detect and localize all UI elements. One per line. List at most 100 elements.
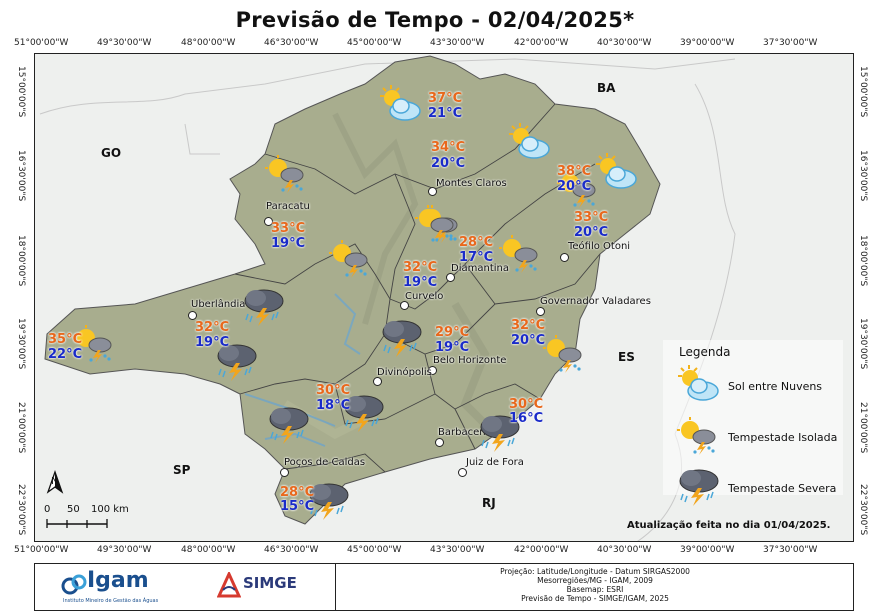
max-temp: 30°C <box>316 383 351 398</box>
logos: Igam Instituto Mineiro de Gestão das Águ… <box>35 564 336 610</box>
severe-storm-icon <box>265 404 311 444</box>
city-marker[interactable] <box>188 311 197 320</box>
minas-gerais-shape <box>44 55 661 525</box>
coord-label: 21°00'00"S <box>858 402 868 454</box>
city-marker[interactable] <box>536 307 545 316</box>
scale-label: 0 <box>44 504 51 515</box>
map-credits: Projeção: Latitude/Longitude - Datum SIR… <box>335 567 855 603</box>
min-temp: 21°C <box>428 106 463 121</box>
isolated-storm-icon <box>327 239 373 279</box>
max-temp: 32°C <box>511 318 546 333</box>
min-temp: 22°C <box>48 347 83 362</box>
max-temp: 38°C <box>557 164 592 179</box>
igam-logo-icon <box>61 574 87 595</box>
max-temp: 28°C <box>459 235 494 250</box>
city-label: Curvelo <box>405 291 444 302</box>
isolated-storm-icon <box>497 234 543 274</box>
coord-label: 19°30'00"S <box>858 318 868 370</box>
coord-label: 46°30'00"W <box>264 545 319 555</box>
coord-label: 40°30'00"W <box>597 38 652 48</box>
severe-storm-icon <box>476 412 522 452</box>
legend-title: Legenda <box>679 345 731 359</box>
map-title: Previsão de Tempo - 02/04/2025* <box>235 8 635 32</box>
legend-label: Sol entre Nuvens <box>728 380 823 393</box>
isolated-storm-icon <box>71 324 117 364</box>
city-marker[interactable] <box>280 468 289 477</box>
scale-label: 50 <box>67 504 80 515</box>
max-temp: 32°C <box>403 260 438 275</box>
coord-label: 18°00'00"S <box>16 235 26 287</box>
sun-cloud-icon <box>675 364 721 404</box>
north-arrow-icon <box>46 470 64 494</box>
coord-label: 45°00'00"W <box>347 545 402 555</box>
coord-label: 46°30'00"W <box>264 38 319 48</box>
min-temp: 19°C <box>195 335 230 350</box>
city-marker[interactable] <box>373 377 382 386</box>
coord-label: 42°00'00"W <box>514 545 569 555</box>
map-frame[interactable]: GO BA ES SP RJ Montes Claros Paracatu Te… <box>34 53 854 542</box>
isolated-storm-icon <box>413 204 459 244</box>
state-label: RJ <box>482 496 496 510</box>
city-marker[interactable] <box>264 217 273 226</box>
max-temp: 33°C <box>574 210 609 225</box>
severe-storm-icon <box>213 341 259 381</box>
coord-label: 45°00'00"W <box>347 38 402 48</box>
severe-storm-icon <box>675 466 721 506</box>
state-label: BA <box>597 81 616 95</box>
city-marker[interactable] <box>400 301 409 310</box>
scale-label: 100 km <box>91 504 129 515</box>
min-temp: 19°C <box>435 340 470 355</box>
min-temp: 16°C <box>509 411 544 426</box>
city-label: Governador Valadares <box>540 296 651 307</box>
legend-box <box>663 340 843 495</box>
coord-label: 49°30'00"W <box>97 38 152 48</box>
min-temp: 20°C <box>431 156 466 171</box>
scale-bar <box>46 519 108 528</box>
max-temp: 37°C <box>428 91 463 106</box>
city-label: Juiz de Fora <box>466 457 524 468</box>
credit-line: Projeção: Latitude/Longitude - Datum SIR… <box>500 567 690 576</box>
coord-label: 37°30'00"W <box>763 38 818 48</box>
coord-label: 48°00'00"W <box>181 545 236 555</box>
max-temp: 30°C <box>509 397 544 412</box>
city-marker[interactable] <box>428 366 437 375</box>
footer: Igam Instituto Mineiro de Gestão das Águ… <box>34 563 854 611</box>
city-label: Diamantina <box>451 263 509 274</box>
coord-label: 22°30'00"S <box>858 484 868 536</box>
coord-label: 48°00'00"W <box>181 38 236 48</box>
simge-logo-text: SIMGE <box>243 574 297 592</box>
coord-label: 39°00'00"W <box>680 545 735 555</box>
city-marker[interactable] <box>435 438 444 447</box>
min-temp: 17°C <box>459 250 494 265</box>
city-label: Montes Claros <box>436 178 507 189</box>
coord-label: 16°30'00"S <box>858 150 868 202</box>
map-canvas <box>39 55 843 541</box>
city-marker[interactable] <box>446 273 455 282</box>
state-label: GO <box>101 146 122 160</box>
city-label: Uberlândia <box>191 299 246 310</box>
city-marker[interactable] <box>560 253 569 262</box>
city-marker[interactable] <box>458 468 467 477</box>
update-note: Atualização feita no dia 01/04/2025. <box>627 520 831 531</box>
city-label: Paracatu <box>266 201 310 212</box>
city-label: Poços de Caldas <box>284 457 366 468</box>
city-label: Divinópolis <box>377 367 432 378</box>
severe-storm-icon <box>240 286 286 326</box>
coord-label: 40°30'00"W <box>597 545 652 555</box>
min-temp: 19°C <box>403 275 438 290</box>
max-temp: 32°C <box>195 320 230 335</box>
severe-storm-icon <box>305 480 351 520</box>
max-temp: 28°C <box>280 485 315 500</box>
max-temp: 33°C <box>271 221 306 236</box>
city-label: Teófilo Otoni <box>568 241 631 252</box>
min-temp: 15°C <box>280 499 315 514</box>
coord-label: 49°30'00"W <box>97 545 152 555</box>
coord-label: 37°30'00"W <box>763 545 818 555</box>
igam-logo-text: Igam <box>87 568 149 593</box>
sun-cloud-icon <box>506 122 552 162</box>
city-marker[interactable] <box>428 187 437 196</box>
city-label: Belo Horizonte <box>433 355 507 366</box>
credit-line: Previsão de Tempo - SIMGE/IGAM, 2025 <box>521 594 669 603</box>
coord-label: 15°00'00"S <box>16 66 26 118</box>
isolated-storm-icon <box>263 154 309 194</box>
